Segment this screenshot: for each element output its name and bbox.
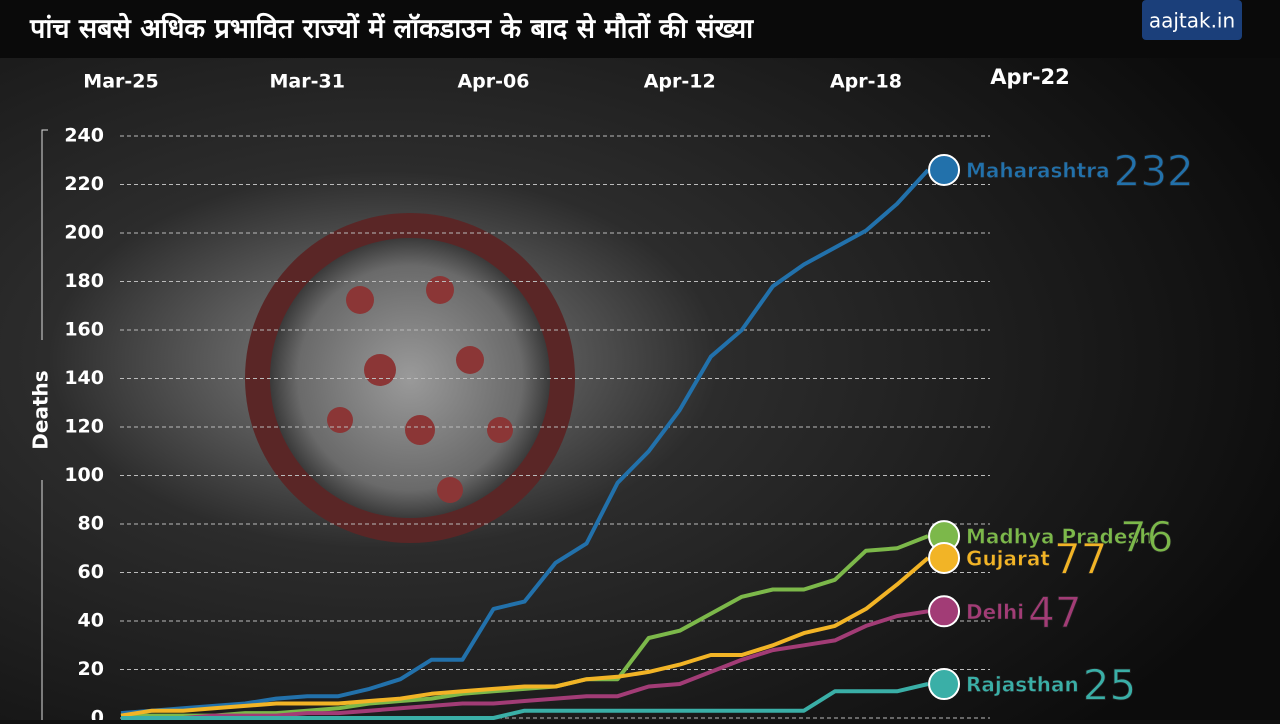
x-tick-label: Apr-06	[457, 71, 529, 93]
series-line	[121, 609, 929, 720]
y-axis-bracket	[41, 129, 48, 720]
y-tick-label: 180	[64, 270, 104, 292]
x-tick-label: Mar-31	[270, 71, 345, 93]
end-value: 77	[1054, 534, 1107, 583]
end-marker	[928, 153, 961, 186]
y-tick-label: 200	[64, 222, 104, 244]
series-label: Maharashtra	[966, 158, 1110, 182]
title: पांच सबसे अधिक प्रभावित राज्यों में लॉकड…	[29, 13, 754, 45]
x-tick-label: Apr-18	[830, 71, 902, 93]
end-marker	[928, 541, 961, 574]
y-axis-label: Deaths	[29, 370, 53, 449]
y-tick-label: 40	[78, 610, 104, 632]
y-tick-label: 20	[78, 658, 104, 680]
y-tick-label: 100	[64, 464, 104, 486]
logo-box	[1142, 0, 1242, 40]
end-marker	[928, 668, 961, 701]
y-tick-label: 220	[64, 173, 104, 195]
end-marker	[928, 595, 961, 628]
y-tick-label: 240	[64, 125, 104, 147]
y-tick-label: 120	[64, 416, 104, 438]
y-tick-label: 80	[78, 513, 104, 535]
series-line	[121, 534, 929, 718]
end-value: 25	[1083, 661, 1136, 710]
series-label: Rajasthan	[966, 673, 1079, 697]
x-tick-label: Mar-25	[83, 71, 158, 93]
y-tick-label: 0	[91, 707, 104, 721]
series-line	[120, 556, 930, 718]
title-bar	[0, 0, 1280, 58]
series-label: Madhya Pradesh	[966, 525, 1154, 549]
end-value: 232	[1114, 146, 1194, 195]
end-value: 76	[1120, 513, 1173, 562]
logo: aajtak.in	[1149, 9, 1235, 33]
y-tick-label: 60	[78, 561, 104, 583]
y-tick-label: 160	[64, 319, 104, 341]
series-label: Gujarat	[966, 546, 1050, 570]
date-label: Apr-22	[990, 65, 1070, 89]
series-line	[120, 168, 930, 716]
x-tick-label: Apr-12	[644, 71, 716, 93]
end-value: 47	[1028, 588, 1081, 637]
y-tick-label: 140	[64, 367, 104, 389]
series-line	[121, 682, 929, 720]
series-label: Delhi	[966, 600, 1024, 624]
